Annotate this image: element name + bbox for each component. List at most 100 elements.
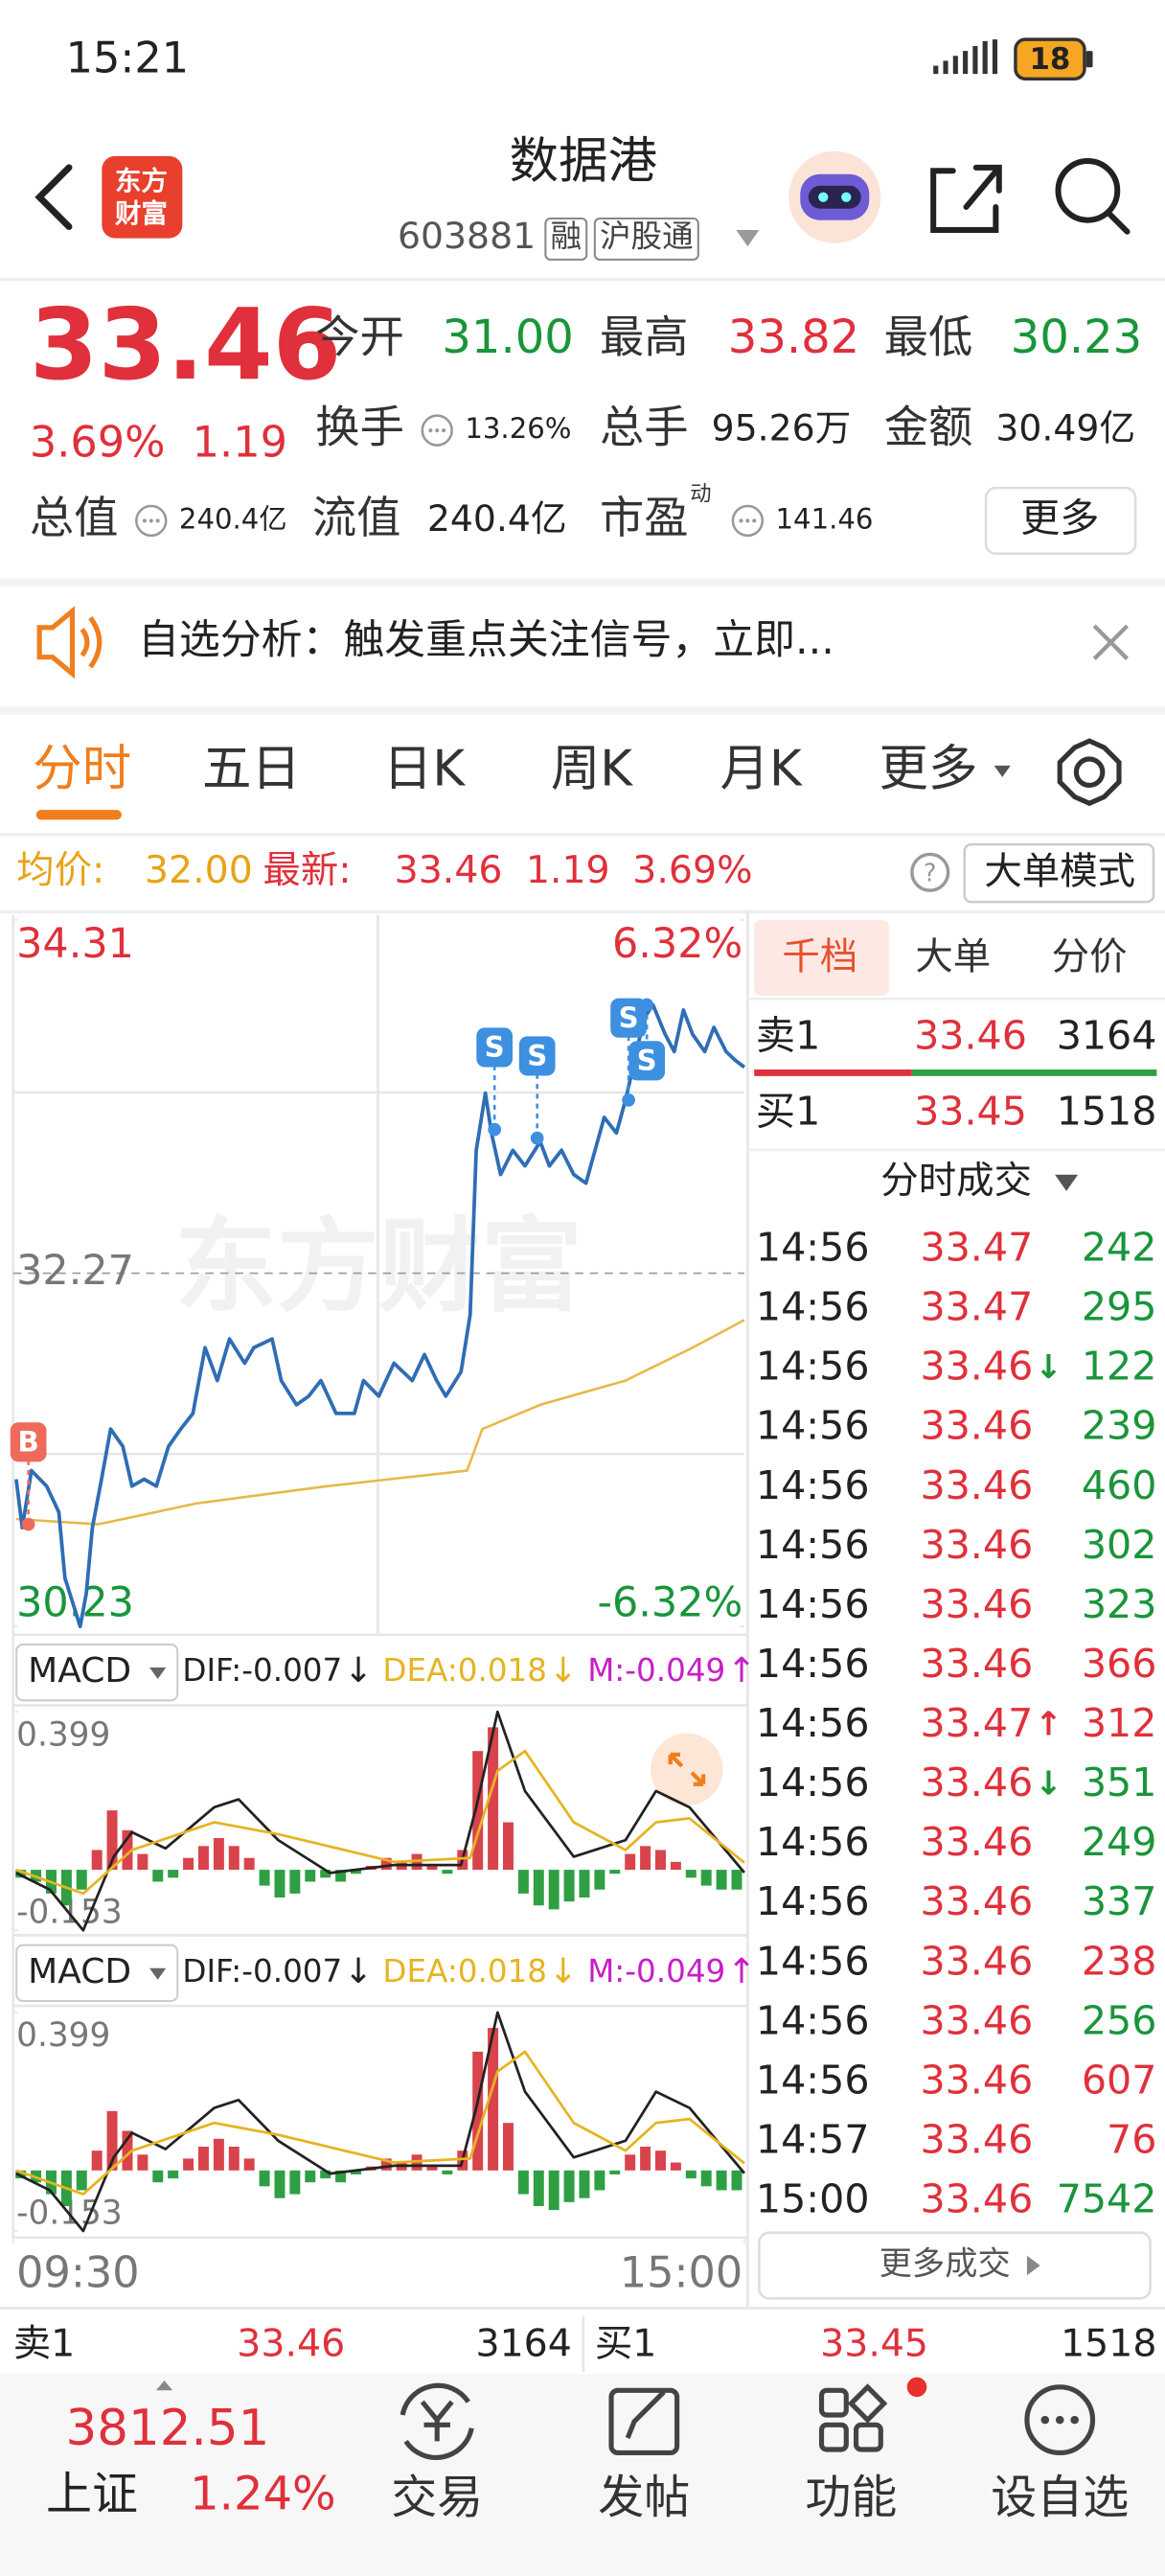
quote-field-value: 240.4亿	[179, 502, 287, 535]
trade-volume: 366	[1082, 1641, 1157, 1687]
trade-icon[interactable]	[400, 2382, 474, 2460]
search-button-part[interactable]	[1055, 157, 1121, 223]
share-button-part[interactable]	[963, 164, 1002, 210]
trade-volume: 256	[1082, 1997, 1157, 2043]
help-icon[interactable]	[910, 852, 950, 892]
assistant-avatar-part[interactable]	[818, 192, 829, 202]
chart-tab[interactable]: 分时	[33, 741, 131, 798]
notification-dot	[906, 2377, 927, 2398]
indicator-select[interactable]	[15, 1944, 179, 2003]
more-button-label[interactable]: 更多	[1020, 494, 1099, 540]
post-icon-part[interactable]	[608, 2387, 680, 2455]
assistant-avatar-part[interactable]	[808, 185, 861, 209]
macd-bar	[609, 2170, 621, 2174]
function-icon-part[interactable]	[818, 2422, 849, 2452]
close-banner[interactable]	[1092, 624, 1130, 660]
info-avg: 32.00	[145, 848, 253, 892]
quote-field-value: 240.4亿	[427, 497, 567, 540]
indicator-value: DEA:0.018	[382, 1652, 547, 1689]
macd-bar	[76, 2170, 87, 2191]
expand-button-part[interactable]	[668, 1752, 706, 1786]
macd-bar	[137, 2154, 148, 2171]
trade-volume: 607	[1082, 2057, 1157, 2103]
info-icon[interactable]	[421, 414, 453, 447]
mode-button-label[interactable]: 大单模式	[984, 850, 1135, 894]
share-button-part[interactable]	[930, 168, 999, 233]
info-latest: 33.46	[395, 848, 503, 892]
nav-label[interactable]: 功能	[805, 2471, 897, 2524]
watchlist-icon-part[interactable]	[1024, 2384, 1096, 2455]
y2-tick-label: -6.32%	[598, 1578, 743, 1626]
expand-button-part[interactable]	[651, 1733, 723, 1806]
trade-marker-label: S	[527, 1040, 547, 1072]
nav-label[interactable]: 发帖	[598, 2471, 690, 2524]
chart-tab[interactable]: 日K	[383, 741, 466, 798]
quote-field-label: 总手	[600, 402, 689, 453]
back-button[interactable]	[34, 164, 73, 230]
trade-time: 14:56	[756, 1997, 870, 2043]
index-toggle[interactable]	[155, 2380, 173, 2391]
trade-time: 14:56	[756, 1819, 870, 1865]
chart-tab[interactable]: 更多	[879, 741, 978, 798]
index-value[interactable]: 3812.51	[66, 2400, 270, 2457]
indicator-arrow: ↓	[549, 1651, 578, 1690]
code-dropdown[interactable]	[736, 230, 760, 247]
macd-bar	[197, 1846, 209, 1871]
settings-button[interactable]	[1057, 738, 1122, 807]
x-tick-label: 15:00	[620, 2247, 742, 2297]
macd-bar	[106, 1810, 118, 1871]
macd-line	[15, 2011, 745, 2233]
nav-label[interactable]: 设自选	[991, 2471, 1129, 2524]
info-latest-label: 最新:	[263, 848, 351, 892]
more-trades-label[interactable]: 更多成交	[879, 2245, 1011, 2284]
trade-time: 14:56	[756, 1344, 870, 1390]
trades-dropdown[interactable]	[1055, 1174, 1079, 1191]
trade-marker-badge	[476, 1027, 514, 1068]
post-icon-part[interactable]	[625, 2390, 666, 2439]
banner-text[interactable]: 自选分析：触发重点关注信号，立即...	[138, 616, 834, 664]
chart-tab[interactable]: 月K	[720, 741, 802, 798]
assistant-avatar[interactable]	[788, 150, 881, 243]
info-icon[interactable]	[135, 504, 168, 538]
function-icon-part[interactable]	[847, 2383, 888, 2424]
search-button[interactable]	[1055, 157, 1131, 235]
panel-tab[interactable]: 千档	[782, 935, 857, 979]
panel-tab[interactable]: 分价	[1052, 935, 1128, 979]
share-button[interactable]	[930, 164, 1002, 233]
macd-bar	[137, 1853, 148, 1871]
panel-tab[interactable]: 大单	[915, 935, 991, 979]
trades-title[interactable]: 分时成交	[880, 1159, 1032, 1203]
function-icon-part[interactable]	[818, 2387, 849, 2418]
function-icon[interactable]	[818, 2383, 888, 2452]
settings-button-part[interactable]	[1073, 756, 1106, 788]
signal-icon-part	[952, 56, 958, 75]
search-button-part[interactable]	[1106, 210, 1131, 235]
post-icon[interactable]	[608, 2387, 680, 2455]
info-icon-dot	[428, 428, 433, 433]
macd-bar	[213, 1838, 224, 1871]
chart-tab[interactable]: 周K	[551, 741, 633, 798]
more-button[interactable]	[984, 486, 1137, 555]
assistant-avatar-part[interactable]	[841, 192, 852, 202]
info-icon-dot	[148, 518, 153, 523]
macd-bar	[488, 2028, 499, 2171]
trade-icon-part[interactable]	[400, 2382, 474, 2460]
tab-dropdown[interactable]	[994, 765, 1011, 777]
stock-tag: 融	[551, 218, 582, 255]
expand-button[interactable]	[651, 1733, 723, 1806]
settings-button-part[interactable]	[1057, 738, 1122, 807]
chart-tab[interactable]: 五日	[202, 741, 301, 798]
indicator-value: DIF:-0.007	[182, 1652, 342, 1689]
quote-field-value: 95.26万	[712, 407, 852, 449]
mode-button[interactable]	[963, 842, 1155, 904]
watchlist-icon[interactable]	[1024, 2384, 1096, 2455]
macd-bar	[76, 1870, 87, 1890]
more-trades-button[interactable]	[758, 2231, 1152, 2300]
trade-volume: 249	[1082, 1819, 1157, 1865]
indicator-select[interactable]	[15, 1643, 179, 1702]
speaker-icon-part	[88, 616, 103, 669]
info-icon[interactable]	[731, 504, 765, 538]
trade-icon-part[interactable]	[420, 2400, 454, 2442]
nav-label[interactable]: 交易	[391, 2471, 483, 2524]
function-icon-part[interactable]	[853, 2422, 883, 2452]
